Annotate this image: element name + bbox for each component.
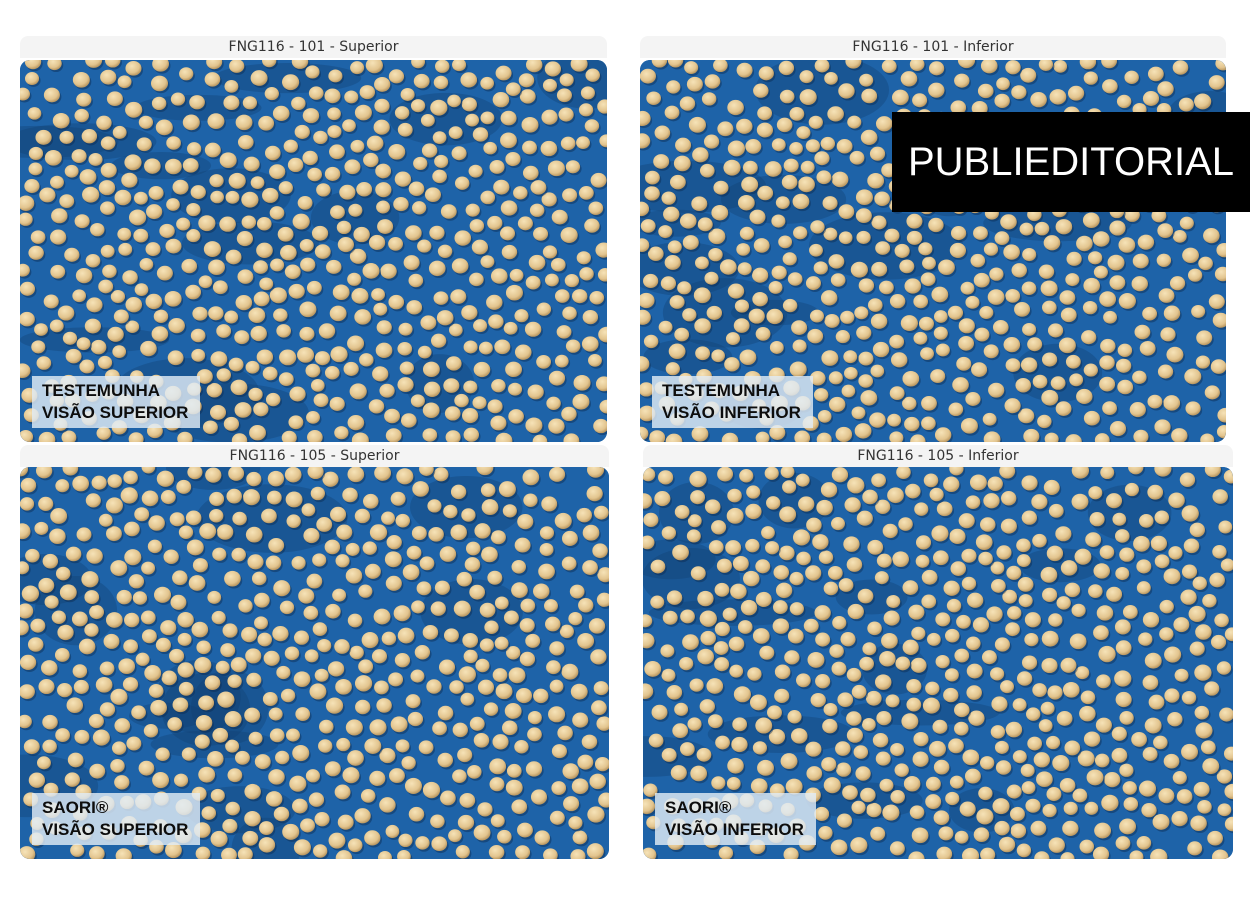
panel-title: FNG116 - 101 - Superior xyxy=(20,36,607,58)
panel-101-inferior: FNG116 - 101 - Inferior TESTEMUNHA VISÃO… xyxy=(640,36,1226,442)
caption-line-1: TESTEMUNHA xyxy=(662,381,781,400)
caption-line-1: SAORI® xyxy=(42,798,109,817)
publieditorial-badge: PUBLIEDITORIAL xyxy=(892,112,1250,212)
panel-105-superior: FNG116 - 105 - Superior SAORI® VISÃO SUP… xyxy=(20,445,609,859)
soybean-seeds-image xyxy=(20,60,607,442)
panel-105-inferior: FNG116 - 105 - Inferior SAORI® VISÃO INF… xyxy=(643,445,1233,859)
panel-title: FNG116 - 105 - Superior xyxy=(20,445,609,467)
panel-title: FNG116 - 105 - Inferior xyxy=(643,445,1233,467)
seed-photo: TESTEMUNHA VISÃO SUPERIOR xyxy=(20,60,607,442)
caption: TESTEMUNHA VISÃO SUPERIOR xyxy=(32,376,201,428)
panel-101-superior: FNG116 - 101 - Superior TESTEMUNHA VISÃO… xyxy=(20,36,607,442)
caption: SAORI® VISÃO SUPERIOR xyxy=(32,793,201,845)
caption-line-2: VISÃO INFERIOR xyxy=(665,820,804,839)
caption-line-2: VISÃO SUPERIOR xyxy=(42,820,189,839)
panel-title: FNG116 - 101 - Inferior xyxy=(640,36,1226,58)
caption-line-2: VISÃO INFERIOR xyxy=(662,403,801,422)
caption: TESTEMUNHA VISÃO INFERIOR xyxy=(652,376,813,428)
caption-line-1: SAORI® xyxy=(665,798,732,817)
caption-line-2: VISÃO SUPERIOR xyxy=(42,403,189,422)
caption-line-1: TESTEMUNHA xyxy=(42,381,161,400)
caption: SAORI® VISÃO INFERIOR xyxy=(655,793,816,845)
seed-photo: SAORI® VISÃO INFERIOR xyxy=(643,467,1233,859)
seed-photo: SAORI® VISÃO SUPERIOR xyxy=(20,467,609,859)
